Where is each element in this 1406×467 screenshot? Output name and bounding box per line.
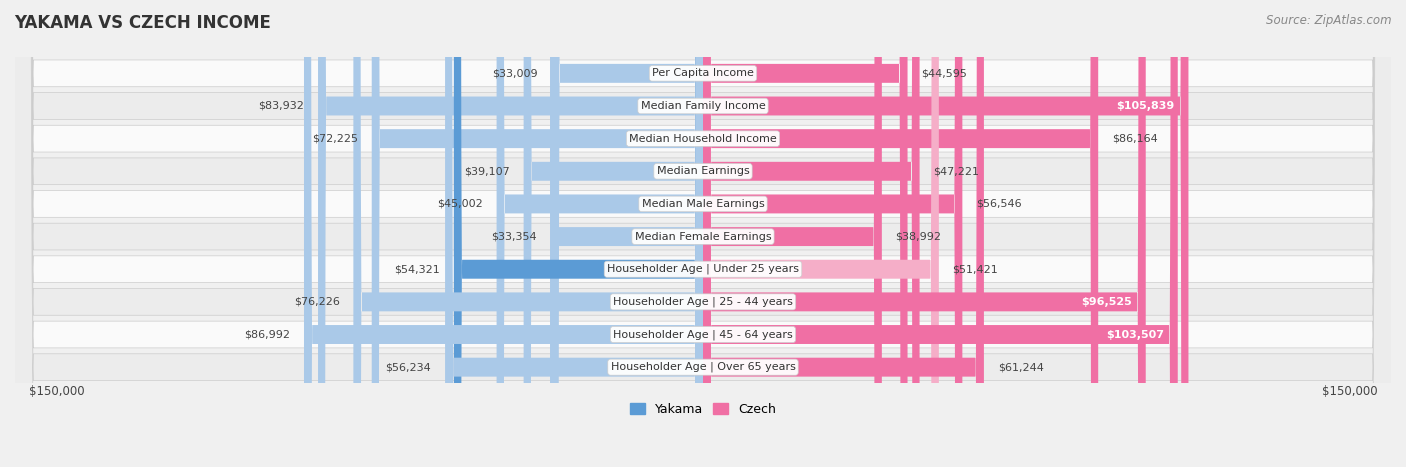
Text: $72,225: $72,225 bbox=[312, 134, 359, 144]
Text: Median Male Earnings: Median Male Earnings bbox=[641, 199, 765, 209]
Text: $150,000: $150,000 bbox=[28, 385, 84, 398]
Text: $39,107: $39,107 bbox=[464, 166, 510, 176]
Text: Source: ZipAtlas.com: Source: ZipAtlas.com bbox=[1267, 14, 1392, 27]
FancyBboxPatch shape bbox=[6, 0, 1400, 467]
Text: $44,595: $44,595 bbox=[921, 68, 967, 78]
FancyBboxPatch shape bbox=[6, 0, 1400, 467]
Text: YAKAMA VS CZECH INCOME: YAKAMA VS CZECH INCOME bbox=[14, 14, 271, 32]
FancyBboxPatch shape bbox=[454, 0, 703, 467]
FancyBboxPatch shape bbox=[703, 0, 1146, 467]
Text: $56,234: $56,234 bbox=[385, 362, 432, 372]
Text: $33,009: $33,009 bbox=[492, 68, 538, 78]
FancyBboxPatch shape bbox=[523, 0, 703, 467]
FancyBboxPatch shape bbox=[703, 0, 1188, 467]
FancyBboxPatch shape bbox=[551, 0, 703, 467]
FancyBboxPatch shape bbox=[703, 0, 920, 467]
FancyBboxPatch shape bbox=[550, 0, 703, 467]
Text: $105,839: $105,839 bbox=[1116, 101, 1174, 111]
Text: $86,992: $86,992 bbox=[245, 330, 290, 340]
FancyBboxPatch shape bbox=[446, 0, 703, 467]
Text: $56,546: $56,546 bbox=[976, 199, 1022, 209]
FancyBboxPatch shape bbox=[703, 0, 984, 467]
Text: Householder Age | Under 25 years: Householder Age | Under 25 years bbox=[607, 264, 799, 275]
Text: Householder Age | 45 - 64 years: Householder Age | 45 - 64 years bbox=[613, 329, 793, 340]
FancyBboxPatch shape bbox=[703, 0, 939, 467]
FancyBboxPatch shape bbox=[6, 0, 1400, 467]
FancyBboxPatch shape bbox=[703, 0, 882, 467]
FancyBboxPatch shape bbox=[6, 0, 1400, 467]
Text: $33,354: $33,354 bbox=[491, 232, 536, 241]
FancyBboxPatch shape bbox=[6, 0, 1400, 467]
Text: Median Earnings: Median Earnings bbox=[657, 166, 749, 176]
FancyBboxPatch shape bbox=[703, 0, 962, 467]
FancyBboxPatch shape bbox=[496, 0, 703, 467]
FancyBboxPatch shape bbox=[6, 0, 1400, 467]
Text: $103,507: $103,507 bbox=[1107, 330, 1164, 340]
Text: $61,244: $61,244 bbox=[998, 362, 1043, 372]
Text: $76,226: $76,226 bbox=[294, 297, 340, 307]
FancyBboxPatch shape bbox=[6, 0, 1400, 467]
Text: $83,932: $83,932 bbox=[259, 101, 304, 111]
FancyBboxPatch shape bbox=[318, 0, 703, 467]
FancyBboxPatch shape bbox=[6, 0, 1400, 467]
FancyBboxPatch shape bbox=[703, 0, 1098, 467]
Text: $51,421: $51,421 bbox=[953, 264, 998, 274]
FancyBboxPatch shape bbox=[353, 0, 703, 467]
Text: Per Capita Income: Per Capita Income bbox=[652, 68, 754, 78]
Text: $54,321: $54,321 bbox=[394, 264, 440, 274]
FancyBboxPatch shape bbox=[703, 0, 1178, 467]
Text: Householder Age | 25 - 44 years: Householder Age | 25 - 44 years bbox=[613, 297, 793, 307]
FancyBboxPatch shape bbox=[6, 0, 1400, 467]
Text: $150,000: $150,000 bbox=[1322, 385, 1378, 398]
Text: Median Female Earnings: Median Female Earnings bbox=[634, 232, 772, 241]
Text: Median Household Income: Median Household Income bbox=[628, 134, 778, 144]
FancyBboxPatch shape bbox=[6, 0, 1400, 467]
Text: $38,992: $38,992 bbox=[896, 232, 942, 241]
Text: $47,221: $47,221 bbox=[934, 166, 980, 176]
FancyBboxPatch shape bbox=[304, 0, 703, 467]
Text: Householder Age | Over 65 years: Householder Age | Over 65 years bbox=[610, 362, 796, 372]
FancyBboxPatch shape bbox=[371, 0, 703, 467]
Legend: Yakama, Czech: Yakama, Czech bbox=[626, 399, 780, 420]
FancyBboxPatch shape bbox=[703, 0, 907, 467]
Text: Median Family Income: Median Family Income bbox=[641, 101, 765, 111]
Text: $96,525: $96,525 bbox=[1081, 297, 1132, 307]
Text: $45,002: $45,002 bbox=[437, 199, 482, 209]
Text: $86,164: $86,164 bbox=[1112, 134, 1157, 144]
